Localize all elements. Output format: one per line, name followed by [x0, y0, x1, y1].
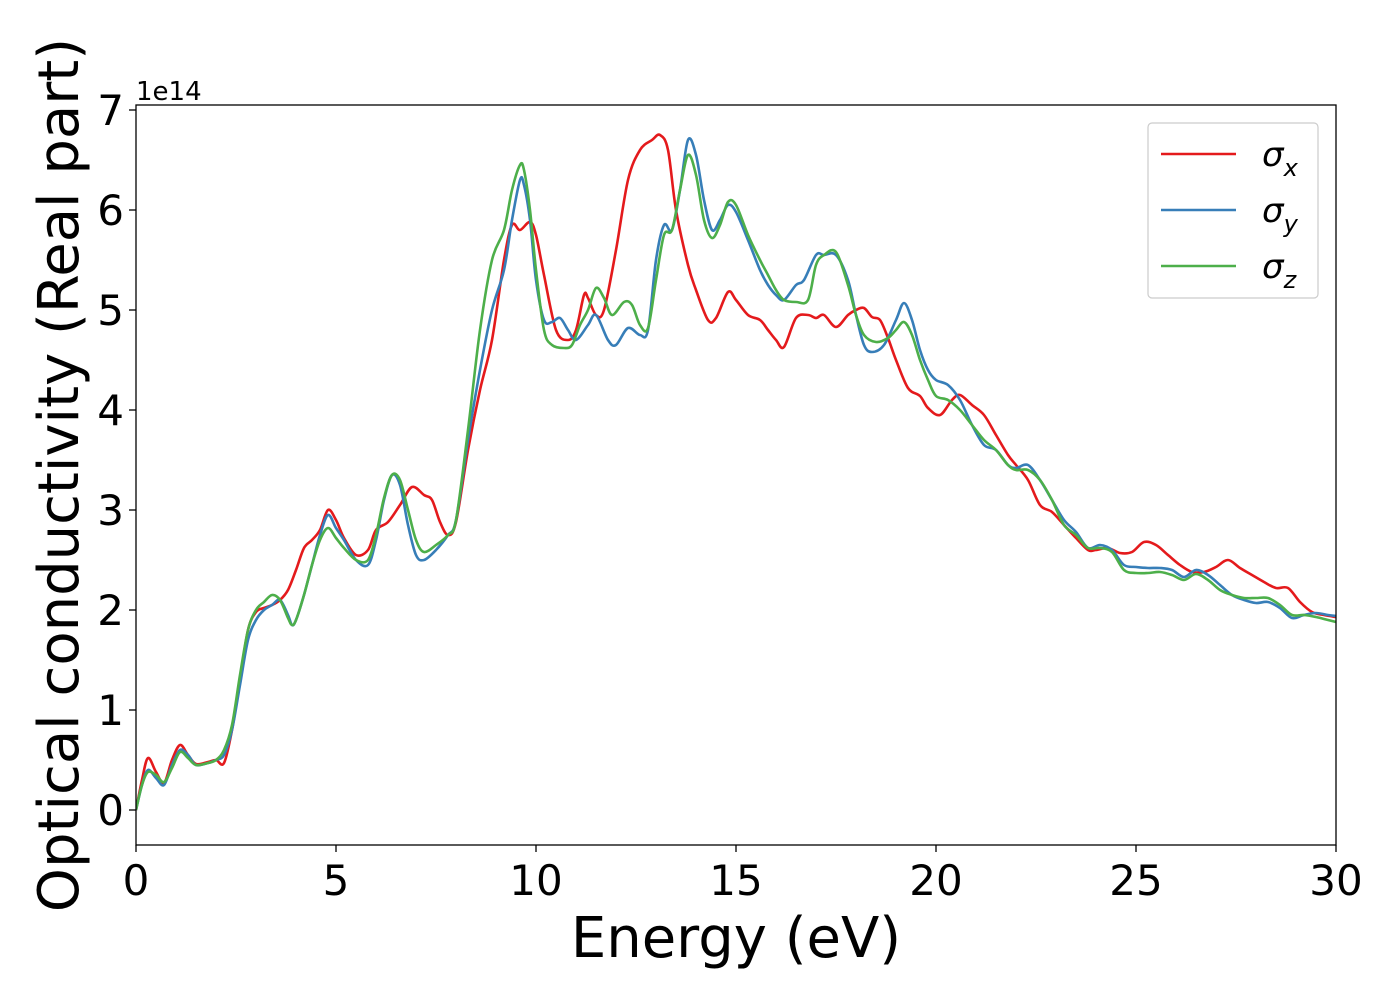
legend: σx σy σz	[1147, 122, 1319, 299]
x-tick-label: 5	[323, 856, 350, 905]
x-tick-label: 30	[1309, 856, 1362, 905]
x-tick-label: 0	[123, 856, 150, 905]
legend-label-3: σz	[1262, 247, 1298, 294]
x-axis-label: Energy (eV)	[571, 906, 901, 971]
series-layer	[136, 133, 1336, 811]
y-tick-label: 2	[97, 586, 124, 635]
y-tick-label: 3	[97, 486, 124, 535]
y-tick-label: 4	[97, 386, 124, 435]
y-tick-label: 0	[97, 786, 124, 835]
legend-label-1: σx	[1262, 135, 1299, 182]
y-axis-label: Optical conductivity (Real part)	[27, 38, 92, 912]
series-line-3	[136, 153, 1336, 811]
y-tick-label: 5	[97, 286, 124, 335]
ticks-layer: 0 5 10 15 20 25 30 0 1 2 3 4 5 6 7	[97, 86, 1362, 905]
series-line-1	[136, 133, 1336, 811]
y-tick-label: 6	[97, 186, 124, 235]
legend-label-2: σy	[1262, 191, 1299, 238]
x-tick-label: 25	[1109, 856, 1162, 905]
y-offset-label: 1e14	[136, 77, 202, 107]
x-tick-label: 10	[509, 856, 562, 905]
y-tick-label: 1	[97, 686, 124, 735]
x-tick-label: 15	[709, 856, 762, 905]
x-tick-label: 20	[909, 856, 962, 905]
y-tick-label: 7	[97, 86, 124, 135]
